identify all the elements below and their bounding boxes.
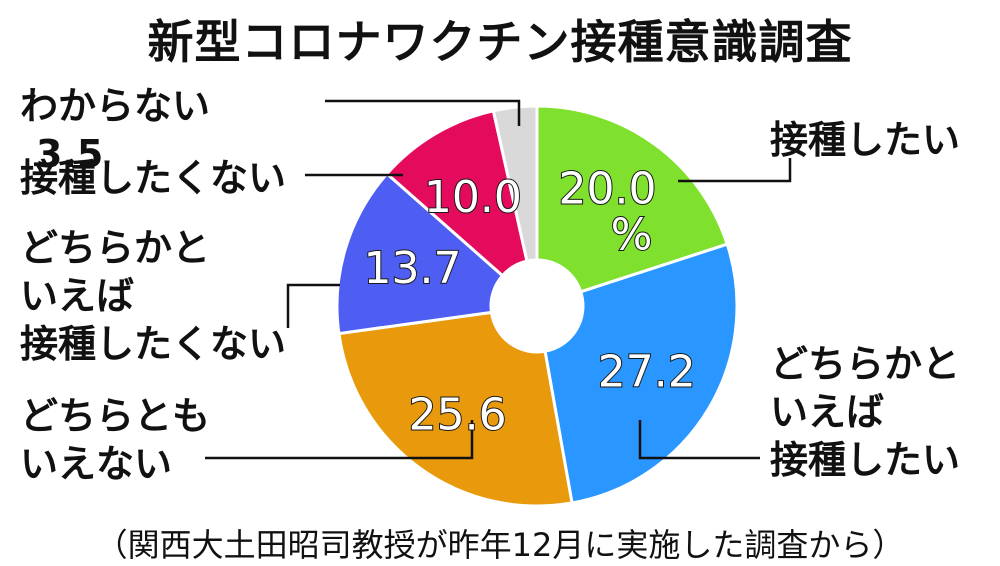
pie-slice-rather-want: [543, 242, 739, 505]
value-labels: 20.0% 27.2 25.6 13.7 10.0: [363, 162, 697, 441]
chart-title: 新型コロナワクチン接種意識調査: [147, 15, 853, 69]
value-label-rather-not: 13.7: [364, 243, 462, 294]
value-label-want: 20.0: [559, 163, 657, 214]
label-rather-want: どちらかと いえば 接種したい: [770, 340, 960, 484]
leader-line-dont-know: [325, 99, 521, 126]
pie-slice-neither: [337, 310, 574, 508]
value-label-neither: 25.6: [409, 390, 507, 441]
pie-slice-not-want: [384, 109, 529, 278]
value-label-rather-want: 27.2: [598, 346, 696, 397]
label-neither: どちらとも いえない: [20, 392, 210, 488]
label-rather-not: どちらかと いえば 接種したくない: [20, 224, 286, 368]
label-want-text: 接種したい: [770, 118, 961, 162]
label-dont-know-text: わからない: [20, 84, 211, 128]
pie-slice-want: [535, 104, 730, 294]
label-line: いえない: [20, 442, 173, 486]
label-line: どちらかと: [770, 342, 961, 386]
pie-slice-dont-know: [491, 104, 539, 263]
label-line: 接種したくない: [20, 322, 287, 366]
label-line: いえば: [20, 274, 135, 318]
leader-line-rather-not: [286, 283, 340, 328]
label-not-want: 接種したくない: [20, 154, 286, 202]
label-not-want-text: 接種したくない: [20, 156, 287, 200]
label-dont-know-value: 3.5: [36, 132, 104, 176]
leader-line-want: [678, 158, 792, 183]
leader-line-rather-want: [638, 420, 760, 460]
value-label-not-want: 10.0: [424, 172, 522, 223]
label-line: 接種したい: [770, 438, 961, 482]
label-line: いえば: [770, 390, 885, 434]
leader-lines: [205, 99, 792, 460]
label-line: どちらかと: [20, 226, 211, 270]
value-unit-label: %: [611, 209, 653, 260]
pie-slice-rather-not: [335, 171, 505, 336]
pie-slices: [335, 104, 739, 508]
label-line: どちらとも: [20, 394, 211, 438]
leader-line-neither: [205, 420, 474, 460]
label-dont-know: わからない 3.5: [20, 82, 210, 178]
label-want: 接種したい: [770, 116, 960, 164]
source-note: （関西大土田昭司教授が昨年12月に実施した調査から）: [95, 526, 905, 564]
